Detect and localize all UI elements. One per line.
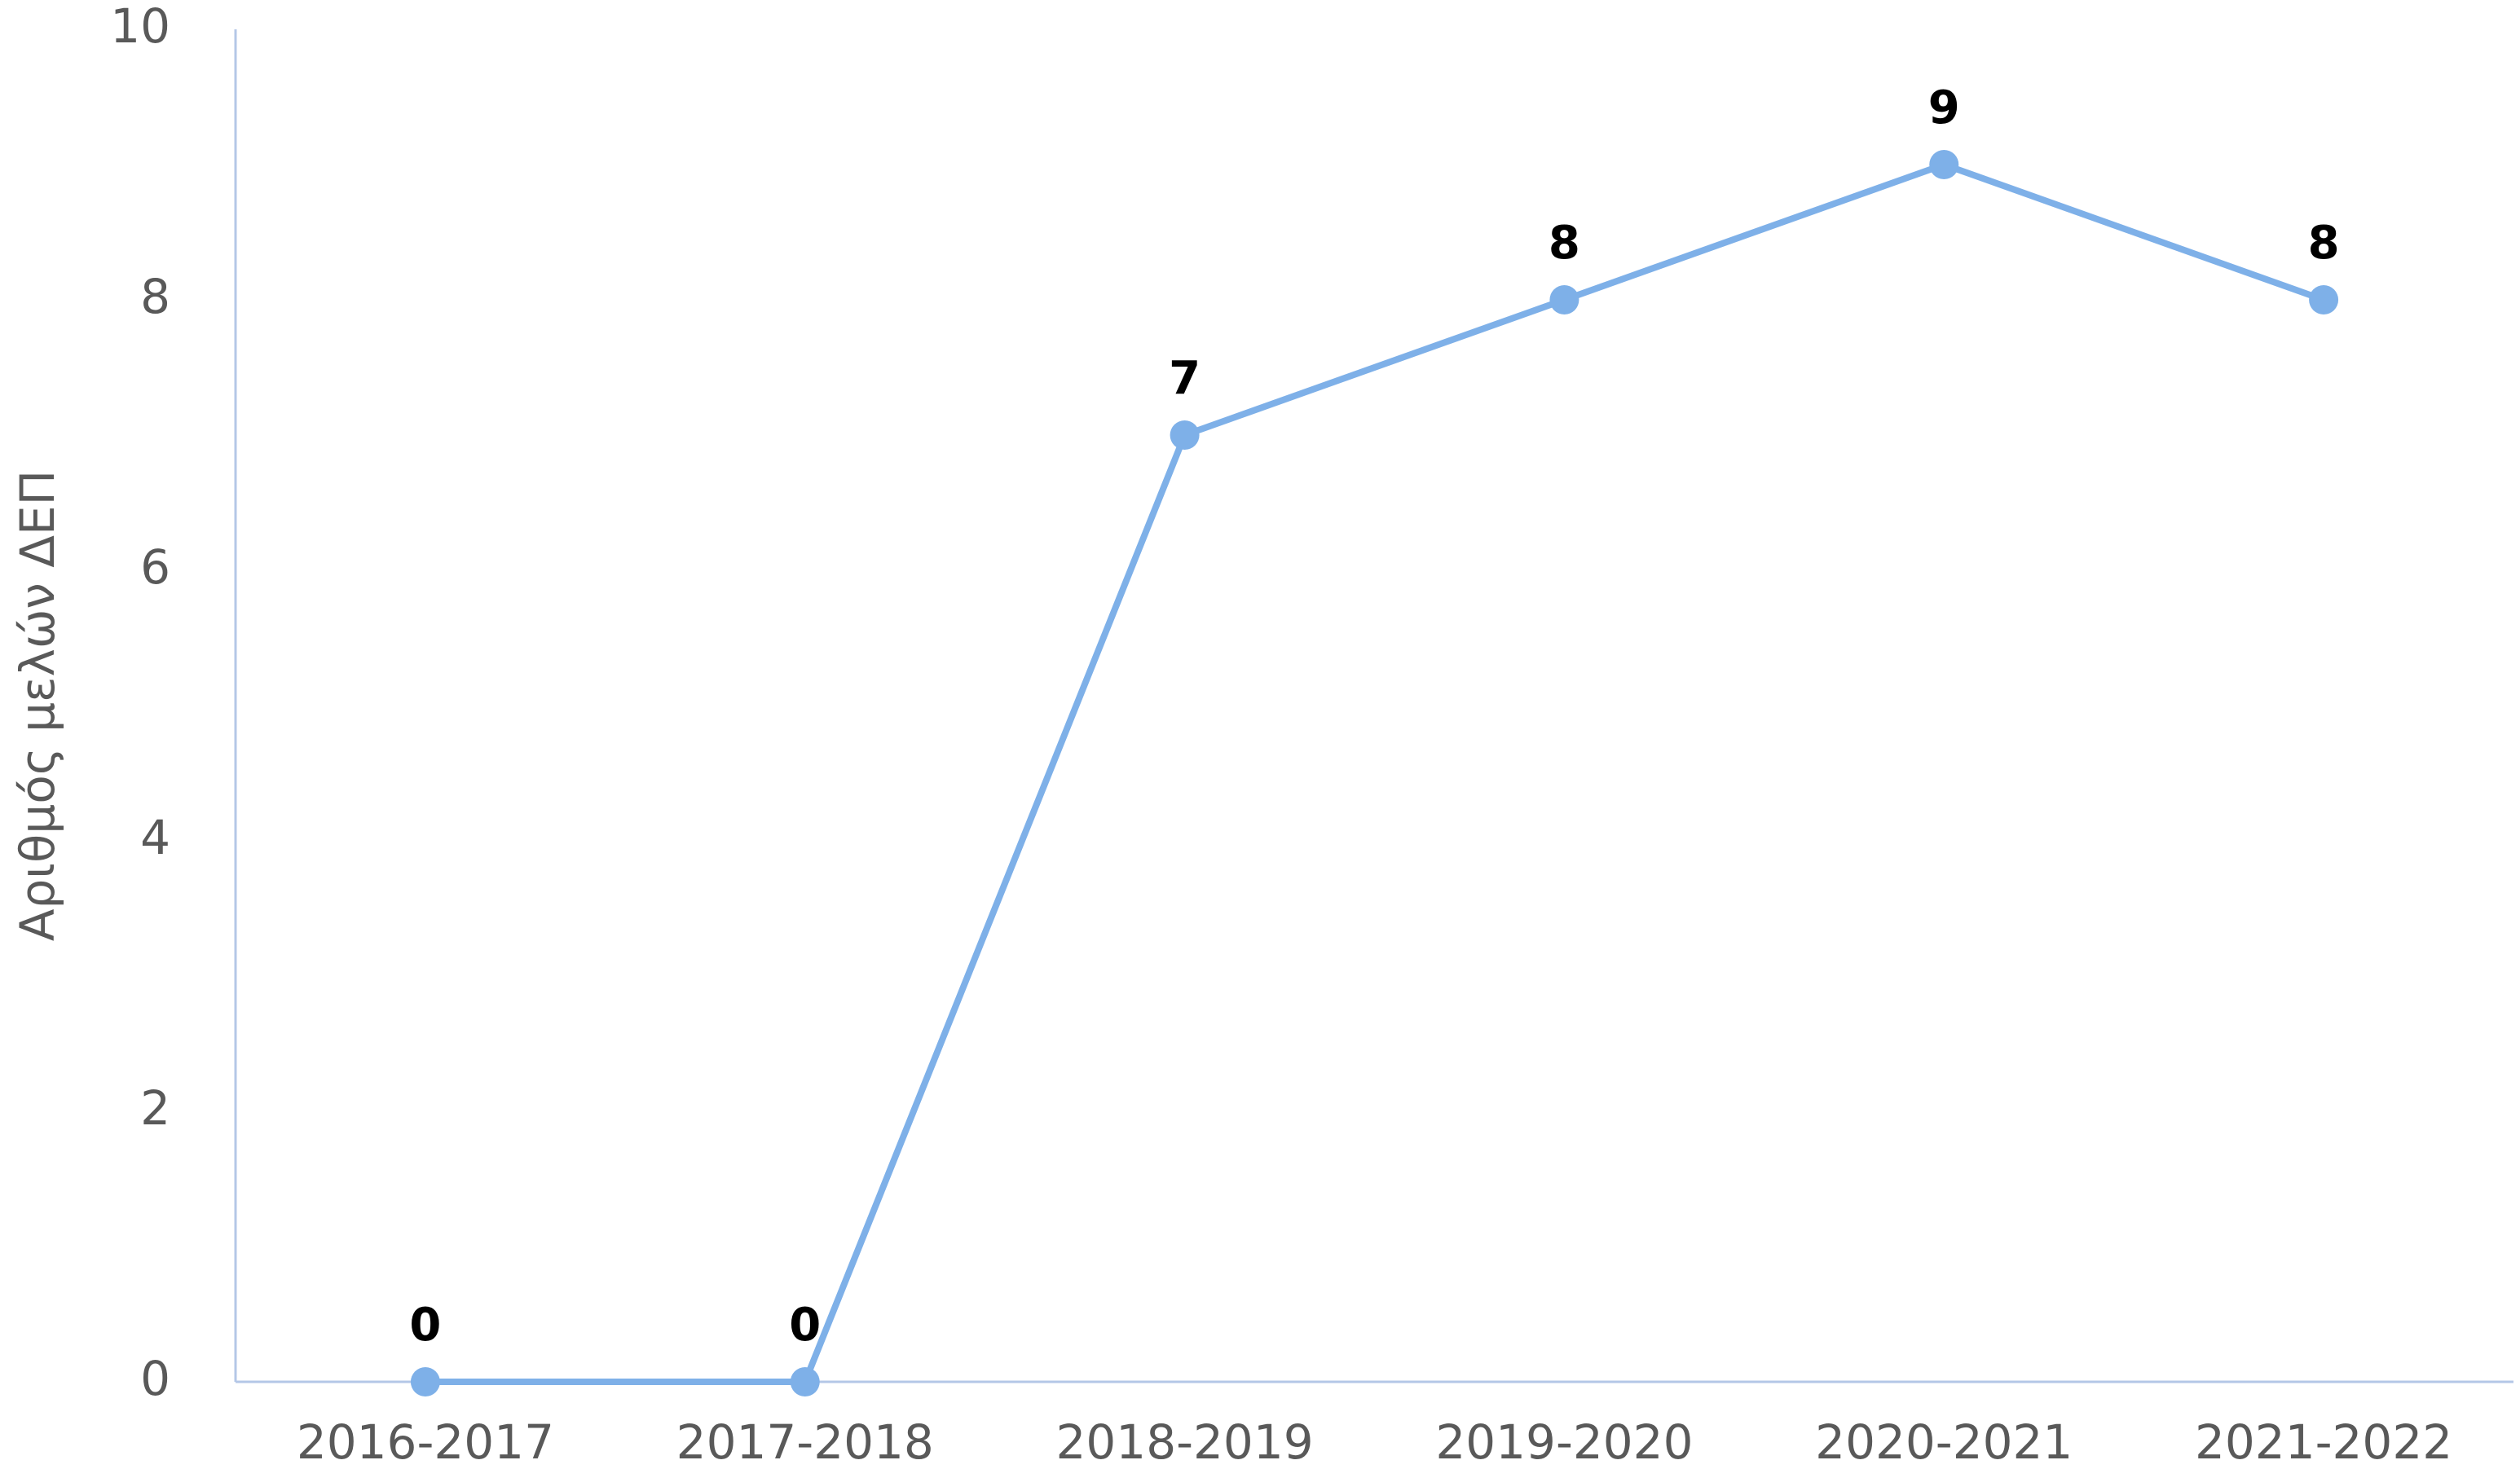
- marker: [410, 1367, 440, 1396]
- x-tick-label: 2017-2018: [676, 1414, 934, 1469]
- y-tick-label: 6: [140, 539, 170, 595]
- y-tick-label: 4: [140, 810, 170, 865]
- x-tick-label: 2020-2021: [1815, 1414, 2073, 1469]
- data-label: 8: [1549, 217, 1580, 270]
- y-axis-title: Αριθμός μελών ΔΕΠ: [10, 470, 65, 941]
- y-tick-label: 10: [110, 0, 170, 54]
- y-tick-label: 8: [140, 269, 170, 324]
- marker: [2309, 285, 2339, 314]
- marker: [1549, 285, 1579, 314]
- marker: [1170, 420, 1200, 450]
- x-tick-label: 2019-2020: [1435, 1414, 1693, 1469]
- y-tick-label: 0: [140, 1351, 170, 1406]
- y-tick-label: 2: [140, 1080, 170, 1136]
- data-label: 8: [2308, 217, 2340, 270]
- data-label: 7: [1169, 352, 1201, 405]
- x-tick-label: 2018-2019: [1056, 1414, 1314, 1469]
- marker: [1929, 150, 1959, 179]
- x-tick-label: 2016-2017: [297, 1414, 554, 1469]
- data-label: 9: [1928, 81, 1960, 134]
- data-label: 0: [409, 1299, 441, 1352]
- x-tick-label: 2021-2022: [2195, 1414, 2452, 1469]
- data-label: 0: [789, 1299, 821, 1352]
- marker: [790, 1367, 820, 1396]
- line: [425, 161, 2325, 1385]
